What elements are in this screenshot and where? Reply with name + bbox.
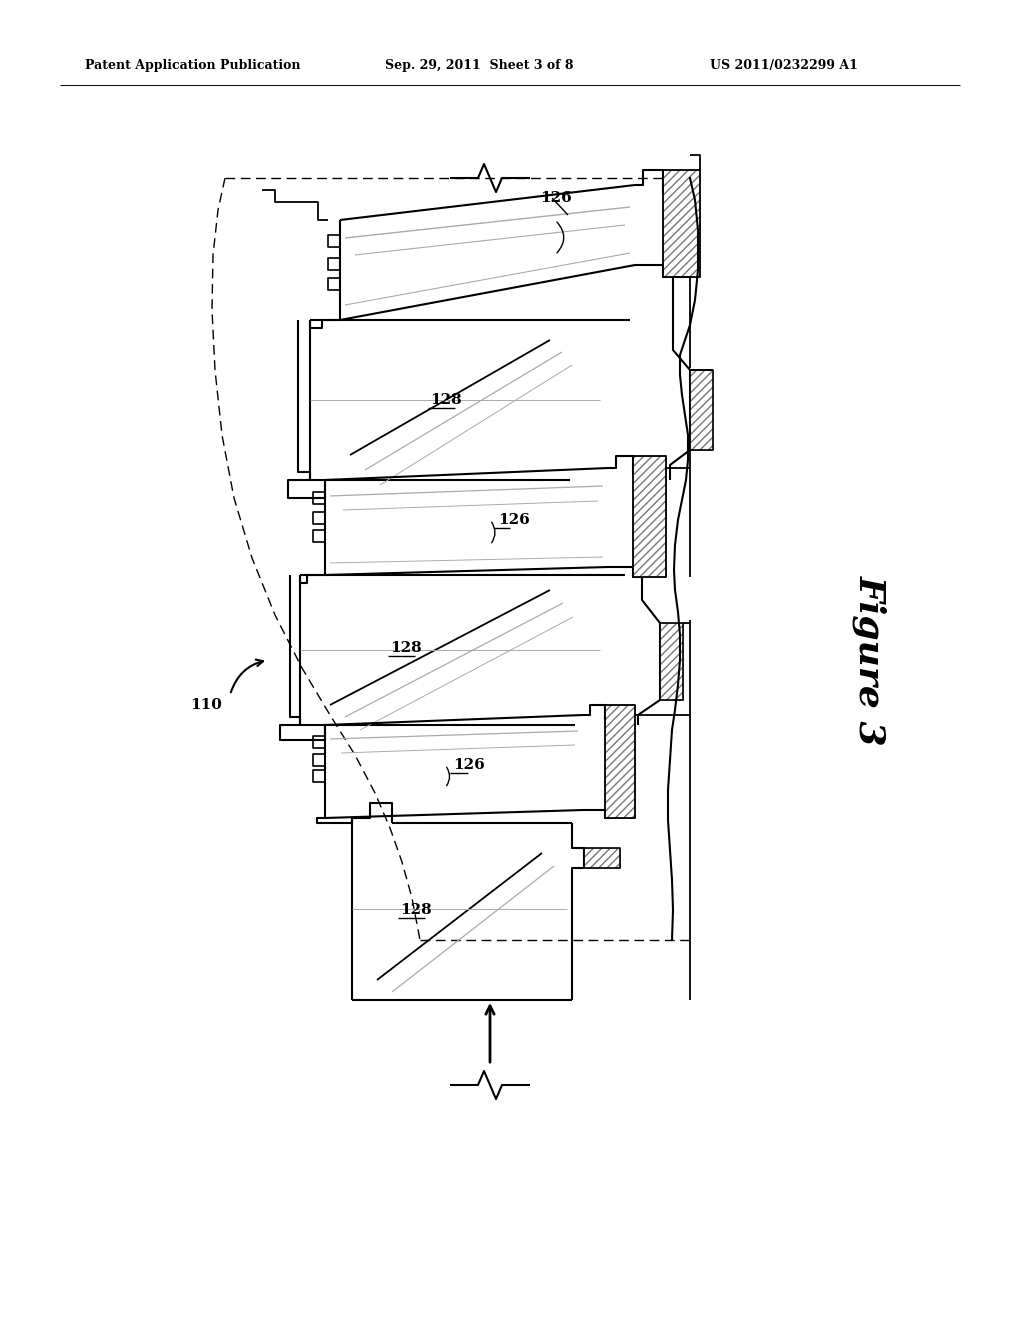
Text: 126: 126: [453, 758, 484, 772]
Polygon shape: [690, 370, 713, 450]
Text: Patent Application Publication: Patent Application Publication: [85, 58, 300, 71]
Text: Figure 3: Figure 3: [853, 574, 887, 746]
Text: 128: 128: [390, 642, 422, 655]
Polygon shape: [605, 705, 635, 818]
Text: Sep. 29, 2011  Sheet 3 of 8: Sep. 29, 2011 Sheet 3 of 8: [385, 58, 573, 71]
Text: 126: 126: [498, 513, 529, 527]
Text: 128: 128: [400, 903, 432, 917]
Polygon shape: [663, 170, 700, 277]
Polygon shape: [584, 847, 620, 869]
Text: 110: 110: [190, 698, 222, 711]
Text: 128: 128: [430, 393, 462, 407]
Text: US 2011/0232299 A1: US 2011/0232299 A1: [710, 58, 858, 71]
Polygon shape: [633, 455, 666, 577]
Polygon shape: [660, 623, 683, 700]
Text: 126: 126: [540, 191, 571, 205]
